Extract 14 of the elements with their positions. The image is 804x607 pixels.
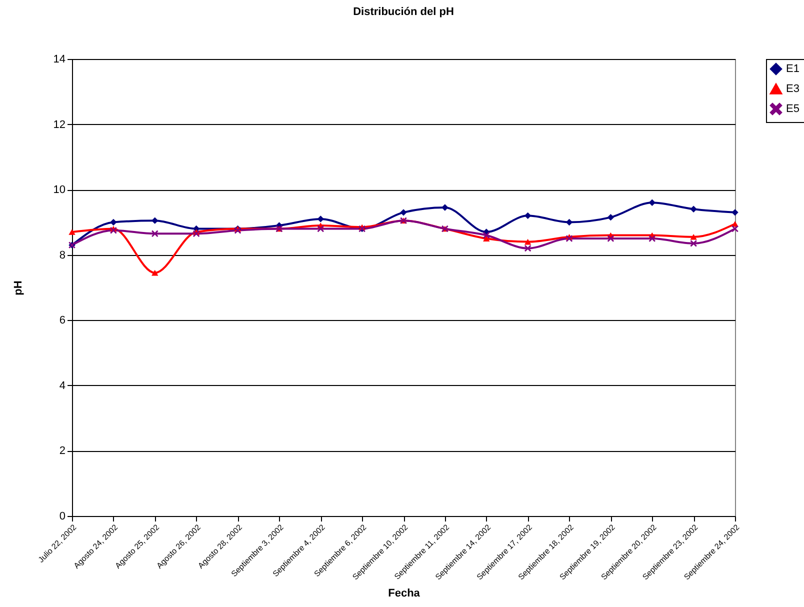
y-tick-label: 2 [59, 445, 66, 458]
y-tick-label: 8 [59, 249, 66, 262]
legend-label: E3 [786, 83, 800, 95]
y-tick-label: 12 [53, 118, 66, 131]
chart-title: Distribución del pH [353, 6, 454, 18]
y-tick-label: 14 [53, 54, 66, 66]
y-tick-label: 6 [59, 314, 66, 327]
y-tick-label: 4 [59, 380, 66, 392]
legend-label: E5 [786, 103, 800, 115]
x-axis-title: Fecha [388, 588, 421, 600]
y-tick-label: 10 [53, 184, 66, 196]
legend-label: E1 [786, 63, 800, 75]
y-axis-title: pH [12, 280, 24, 296]
y-tick-label: 0 [59, 510, 66, 522]
